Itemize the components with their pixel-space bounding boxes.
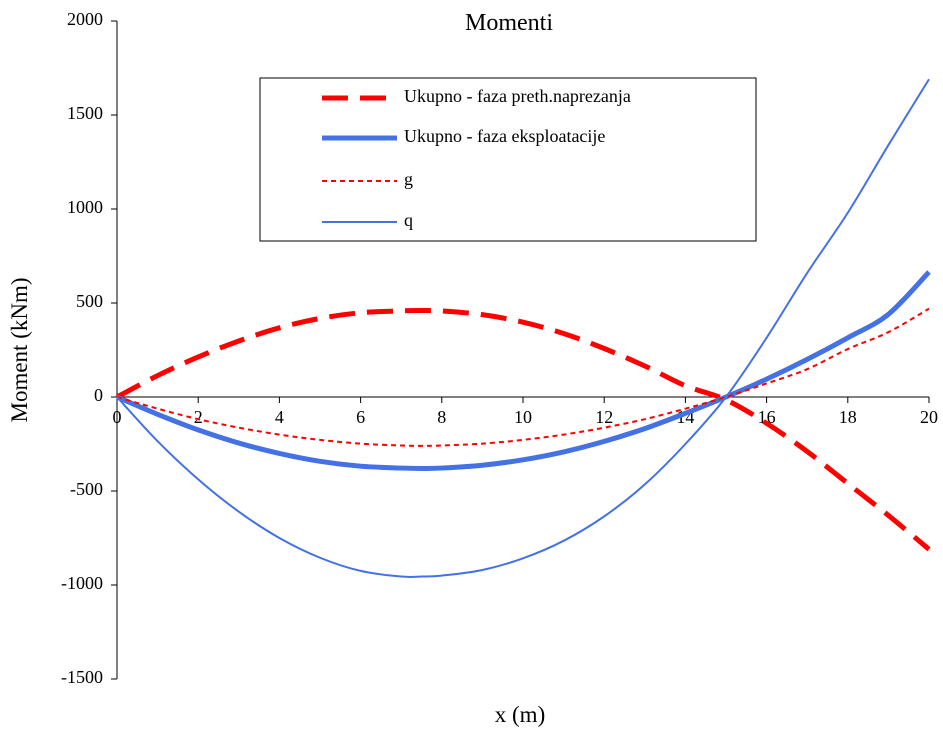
legend-label: Ukupno - faza preth.naprezanja <box>404 86 631 106</box>
y-tick-label: -500 <box>70 479 103 499</box>
legend-box <box>259 77 757 242</box>
series-line-1 <box>116 270 931 471</box>
x-tick-label: 18 <box>839 407 857 427</box>
x-tick-label: 2 <box>194 407 203 427</box>
legend-label: g <box>404 169 413 189</box>
axis-ticks: 0 2 4 6 8 10 12 14 16 18 202000150010005000-500-10… <box>61 9 938 687</box>
y-tick-label: 500 <box>76 291 103 311</box>
legend-label: q <box>404 210 413 230</box>
x-axis-title: x (m) <box>495 702 545 727</box>
x-tick-label: 12 <box>595 407 613 427</box>
legend: Ukupno - faza preth.naprezanja Ukupno - f… <box>259 77 757 242</box>
series-lines <box>115 78 931 578</box>
x-tick-label: 10 <box>514 407 532 427</box>
y-tick-label: -1500 <box>61 667 103 687</box>
y-axis-title: Moment (kNm) <box>7 277 32 422</box>
chart-title: Momenti <box>465 10 553 36</box>
y-tick-label: 2000 <box>67 9 103 29</box>
x-tick-label: 4 <box>275 407 284 427</box>
series-line-0 <box>115 307 931 552</box>
x-tick-label: 6 <box>356 407 365 427</box>
x-tick-label: 0 <box>113 407 122 427</box>
x-tick-label: 8 <box>437 407 446 427</box>
y-tick-label: 1500 <box>67 103 103 123</box>
legend-label: Ukupno - faza eksploatacije <box>404 126 605 146</box>
y-tick-label: -1000 <box>61 573 103 593</box>
x-tick-label: 20 <box>920 407 938 427</box>
series-line-3 <box>116 78 930 578</box>
x-tick-label: 16 <box>758 407 776 427</box>
y-tick-label: 0 <box>94 385 103 405</box>
series-line-2 <box>116 307 930 447</box>
y-tick-label: 1000 <box>67 197 103 217</box>
